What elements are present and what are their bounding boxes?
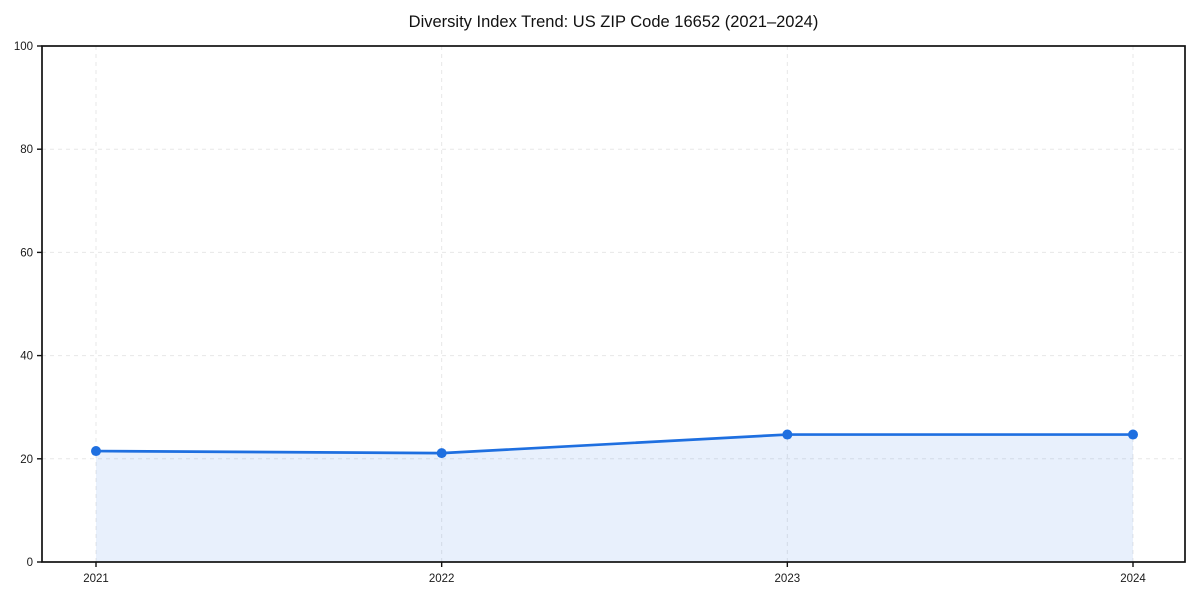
data-point-marker xyxy=(782,429,793,440)
y-tick-label: 40 xyxy=(20,351,33,363)
chart-title: Diversity Index Trend: US ZIP Code 16652… xyxy=(408,13,819,31)
y-tick-label: 0 xyxy=(27,557,33,569)
data-point-marker xyxy=(1128,429,1138,440)
x-tick-label: 2023 xyxy=(775,573,801,585)
plot-border xyxy=(41,45,1186,563)
y-tick-label: 80 xyxy=(20,144,33,156)
y-tick-label: 100 xyxy=(14,41,33,53)
x-tick-label: 2024 xyxy=(1120,573,1146,585)
data-point-marker xyxy=(436,448,447,459)
y-tick-label: 20 xyxy=(20,454,33,466)
x-tick-label: 2021 xyxy=(83,573,109,585)
data-point-marker xyxy=(91,446,101,457)
area-fill xyxy=(96,434,1133,562)
trend-line xyxy=(94,433,1135,455)
y-tick-label: 60 xyxy=(20,247,33,259)
x-tick-label: 2022 xyxy=(429,573,455,585)
